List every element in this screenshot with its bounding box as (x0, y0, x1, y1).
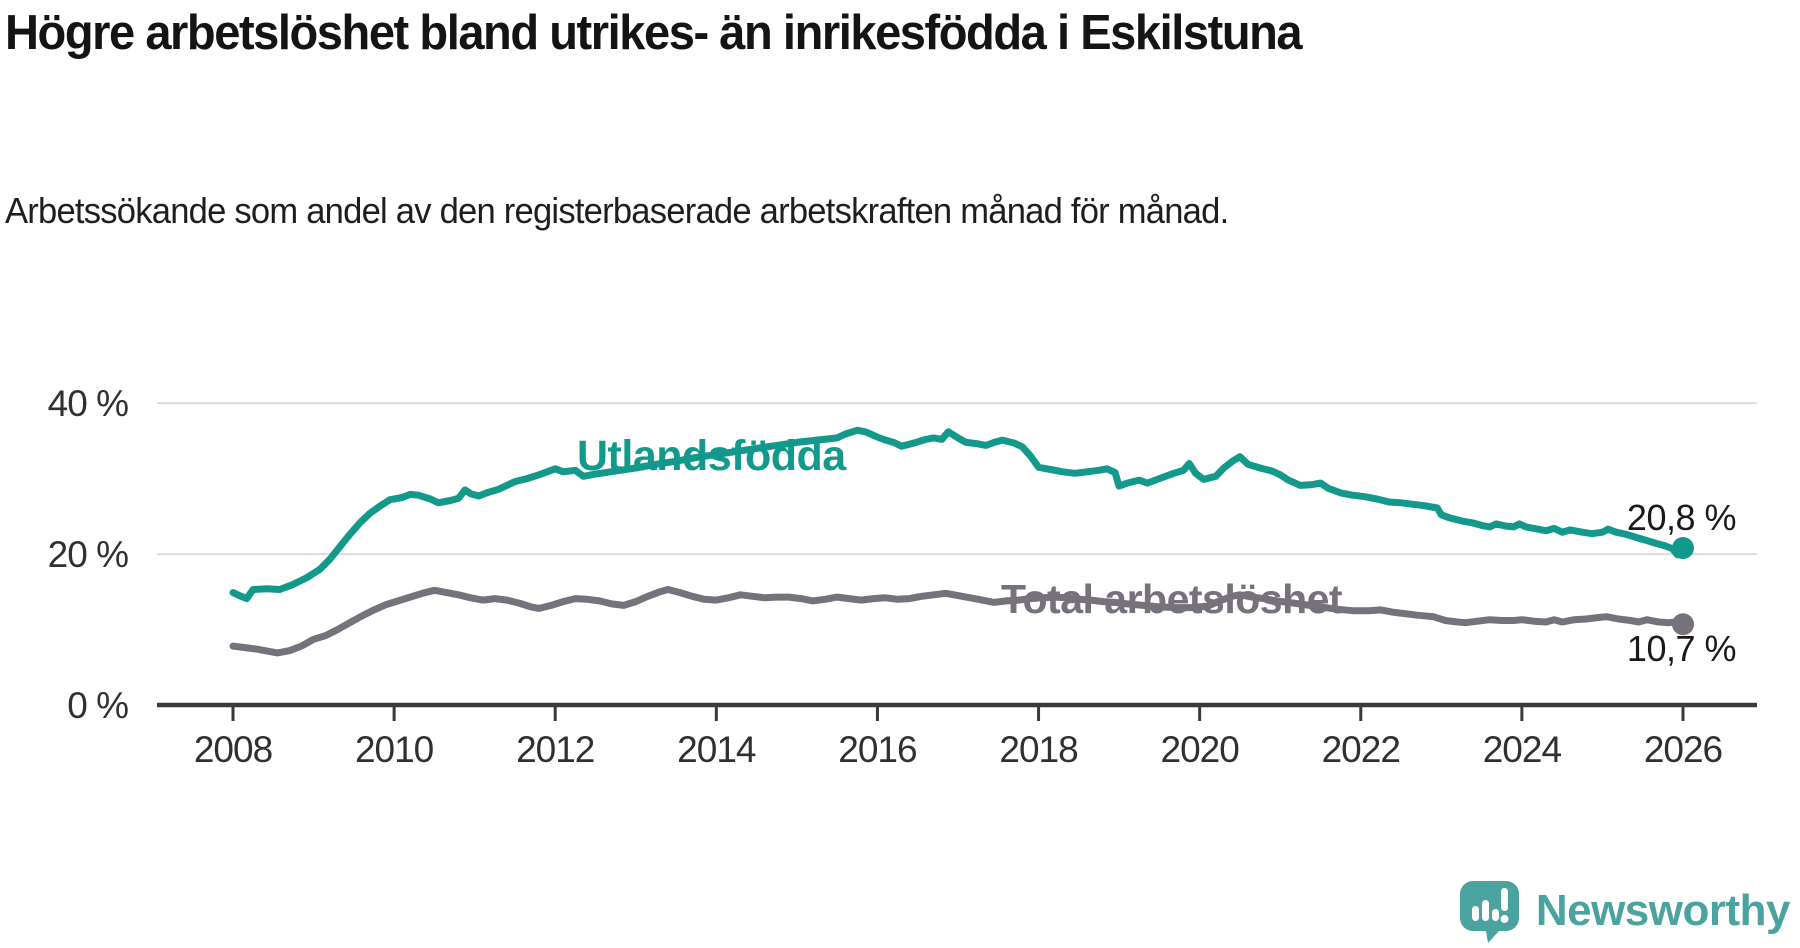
chart-subtitle: Arbetssökande som andel av den registerb… (5, 190, 1229, 231)
x-tick-label-2010: 2010 (355, 729, 434, 770)
x-tick-label-2016: 2016 (838, 729, 916, 770)
series-line-utlandsfodda (229, 426, 1687, 603)
series-label-total-arbetsloshet: Total arbetslöshet (1001, 576, 1343, 622)
series-line-total (229, 586, 1687, 657)
series-label-utlandsfodda: Utlandsfödda (577, 432, 846, 480)
x-tick-label-2026: 2026 (1644, 729, 1722, 770)
x-tick-label-2018: 2018 (999, 729, 1077, 770)
page-title: Högre arbetslöshet bland utrikes- än inr… (5, 6, 1303, 60)
newsworthy-logo: Newsworthy (1459, 880, 1791, 944)
value-label-total: 10,7 % (1626, 628, 1737, 669)
newsworthy-speech-bubble-bars-icon (1459, 881, 1519, 943)
x-tick-label-2008: 2008 (194, 729, 272, 770)
x-tick-label-2020: 2020 (1161, 729, 1240, 770)
series-end-dot-utlandsfodda (1671, 537, 1694, 560)
x-tick-label-2022: 2022 (1322, 729, 1400, 770)
x-tick-label-2024: 2024 (1483, 729, 1562, 770)
y-tick-label-0: 0 % (67, 685, 128, 726)
y-tick-label-40: 40 % (48, 383, 128, 424)
series-end-dot-total (1671, 613, 1694, 636)
x-tick-label-2012: 2012 (516, 729, 594, 770)
value-label-utlandsfodda: 20,8 % (1626, 497, 1737, 538)
y-tick-label-20: 20 % (48, 534, 128, 575)
x-tick-label-2014: 2014 (677, 729, 756, 770)
newsworthy-logo-text: Newsworthy (1535, 886, 1791, 935)
